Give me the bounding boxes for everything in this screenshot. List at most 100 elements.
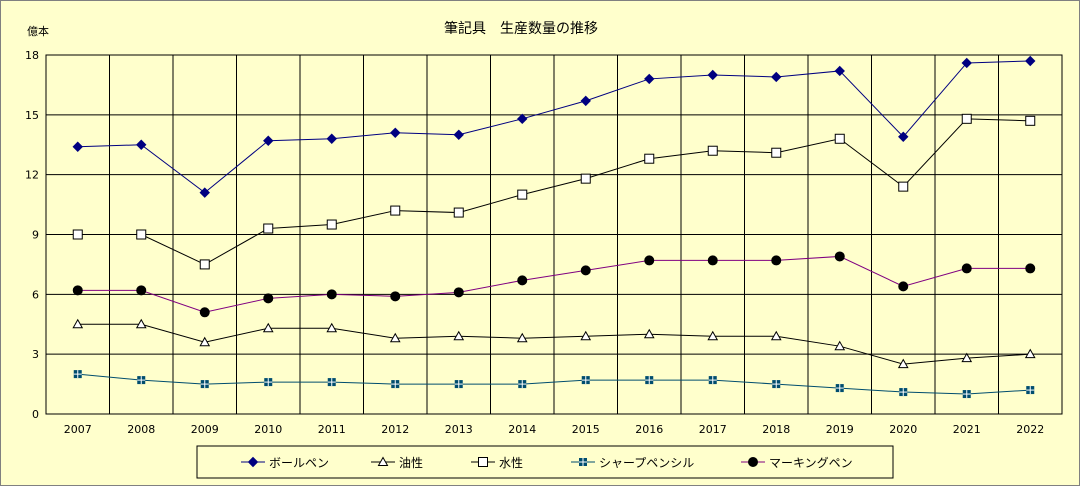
x-tick-label: 2009 xyxy=(191,423,219,436)
data-point xyxy=(961,57,972,69)
data-point xyxy=(770,330,782,341)
y-tick-label: 3 xyxy=(32,348,39,361)
data-point xyxy=(264,378,273,387)
data-point xyxy=(72,318,84,329)
x-tick-label: 2008 xyxy=(127,423,155,436)
data-point xyxy=(326,219,337,230)
legend: ボールペン 油性 水性 シャープペンシル マーキングペン xyxy=(196,445,894,479)
data-point xyxy=(262,322,274,333)
data-point xyxy=(644,153,655,164)
x-tick-label: 2019 xyxy=(826,423,854,436)
data-point xyxy=(898,131,909,142)
legend-marker xyxy=(377,456,389,466)
data-point xyxy=(390,205,401,216)
series-line xyxy=(77,323,1031,365)
legend-label: シャープペンシル xyxy=(599,456,694,470)
legend-marker xyxy=(579,458,587,466)
legend-item: ボールペン xyxy=(241,456,329,470)
data-point xyxy=(327,378,336,387)
data-point xyxy=(645,376,654,385)
data-point xyxy=(580,173,591,184)
data-point xyxy=(961,263,972,274)
data-point xyxy=(771,71,782,83)
x-tick-label: 2013 xyxy=(445,423,473,436)
grid xyxy=(45,54,1063,415)
y-tick-label: 15 xyxy=(25,109,39,122)
data-point xyxy=(73,370,82,379)
data-point xyxy=(834,251,845,262)
data-point xyxy=(707,255,718,266)
data-point xyxy=(580,265,591,276)
legend-marker xyxy=(748,457,758,467)
series-3 xyxy=(73,370,1035,399)
data-point xyxy=(517,275,528,286)
data-point xyxy=(453,330,465,341)
data-point xyxy=(517,189,528,200)
legend-item: 油性 xyxy=(371,456,423,470)
axes: 0 3 6 9 12 15 18 2007 2008 2009 2010 2011 2012 2013 20… xyxy=(25,49,1044,436)
x-tick-label: 2007 xyxy=(64,423,92,436)
x-tick-label: 2011 xyxy=(318,423,346,436)
data-point xyxy=(644,73,655,85)
data-point xyxy=(137,376,146,385)
data-point xyxy=(136,285,147,296)
data-point xyxy=(136,229,147,240)
data-point xyxy=(834,133,845,144)
x-tick-label: 2012 xyxy=(381,423,409,436)
data-point xyxy=(580,330,592,341)
series-line xyxy=(77,255,1031,313)
data-point xyxy=(391,380,400,389)
x-tick-label: 2018 xyxy=(762,423,790,436)
data-point xyxy=(199,307,210,318)
series-line xyxy=(77,373,1031,395)
data-point xyxy=(771,255,782,266)
data-point xyxy=(326,322,338,333)
data-point xyxy=(1025,115,1036,126)
data-point xyxy=(390,127,401,138)
legend-label: 油性 xyxy=(399,456,423,470)
data-point xyxy=(581,376,590,385)
x-tick-label: 2022 xyxy=(1016,423,1044,436)
data-point xyxy=(835,384,844,393)
data-point xyxy=(326,289,337,300)
legend-item: 水性 xyxy=(471,456,523,470)
legend-item: マーキングペン xyxy=(741,456,853,470)
x-tick-label: 2021 xyxy=(953,423,981,436)
series-2 xyxy=(72,113,1036,270)
data-point xyxy=(72,229,83,240)
legend-box xyxy=(196,445,894,479)
series-4 xyxy=(72,251,1036,318)
chart-title: 筆記具 生産数量の推移 xyxy=(444,20,598,37)
data-point xyxy=(580,95,591,107)
data-point xyxy=(199,187,210,198)
data-point xyxy=(72,141,83,152)
data-point xyxy=(453,207,464,218)
data-point xyxy=(899,388,908,397)
series-layer xyxy=(72,55,1036,399)
y-axis-unit-label: 億本 xyxy=(27,24,49,38)
data-point xyxy=(199,259,210,270)
legend-label: マーキングペン xyxy=(769,456,853,470)
data-point xyxy=(453,287,464,298)
legend-label: 水性 xyxy=(499,456,523,470)
legend-marker xyxy=(478,457,488,467)
data-point xyxy=(898,281,909,292)
y-tick-label: 0 xyxy=(32,408,39,421)
x-tick-label: 2016 xyxy=(635,423,663,436)
series-line xyxy=(77,60,1031,194)
data-point xyxy=(834,340,846,351)
legend-item: シャープペンシル xyxy=(571,456,694,470)
data-point xyxy=(834,65,845,77)
data-point xyxy=(1026,386,1035,395)
data-point xyxy=(516,332,528,343)
y-tick-label: 18 xyxy=(25,49,39,62)
x-tick-label: 2010 xyxy=(254,423,282,436)
data-point xyxy=(389,332,401,343)
data-point xyxy=(136,139,147,150)
data-point xyxy=(390,291,401,302)
y-tick-label: 12 xyxy=(25,169,39,182)
data-point xyxy=(453,129,464,140)
data-point xyxy=(708,376,717,385)
